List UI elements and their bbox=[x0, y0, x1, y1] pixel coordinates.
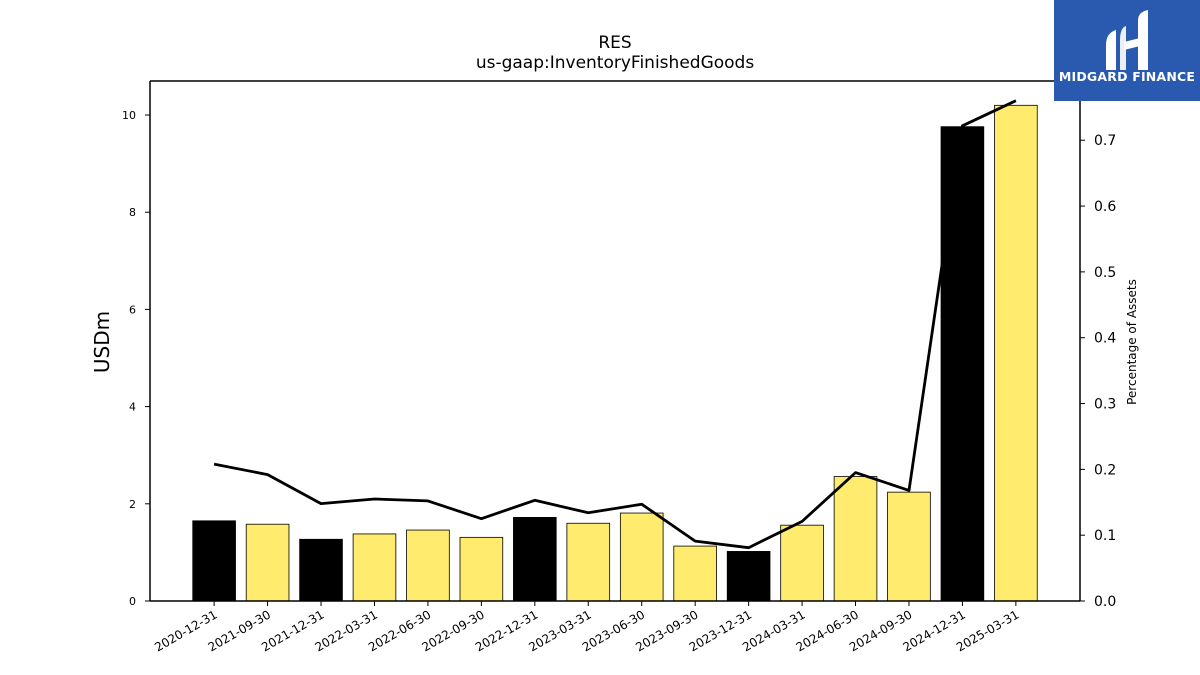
y2-tick-label: 0.1 bbox=[1094, 528, 1116, 544]
y2-tick-label: 0.0 bbox=[1094, 594, 1116, 610]
line-series bbox=[213, 99, 1017, 550]
chart-subtitle: us-gaap:InventoryFinishedGoods bbox=[475, 53, 755, 73]
bar-2024-03-31 bbox=[780, 524, 824, 602]
bar-2024-06-30 bbox=[833, 476, 878, 602]
y2-tick-label: 0.5 bbox=[1094, 265, 1116, 281]
logo-text: MIDGARD FINANCE bbox=[1058, 69, 1196, 84]
y2-tick-label: 0.4 bbox=[1094, 331, 1116, 347]
chart-title: RES bbox=[598, 33, 632, 53]
logo-mark-icon bbox=[1106, 10, 1148, 70]
brand-logo: MIDGARD FINANCE bbox=[1054, 0, 1200, 101]
y-tick-label: 10 bbox=[122, 109, 136, 122]
y-tick-label: 6 bbox=[129, 303, 136, 316]
y2-tick-label: 0.2 bbox=[1094, 462, 1116, 478]
bar-2022-03-31 bbox=[352, 533, 397, 602]
bar-2021-09-30 bbox=[245, 523, 290, 602]
y-tick-label: 8 bbox=[129, 206, 136, 219]
bar-2024-09-30 bbox=[887, 491, 931, 602]
y-tick-label: 0 bbox=[129, 595, 136, 608]
bar-2023-12-31 bbox=[726, 551, 771, 602]
bar-2025-03-31 bbox=[994, 104, 1038, 602]
bar-2024-12-31 bbox=[940, 126, 985, 602]
bar-2023-06-30 bbox=[619, 512, 664, 602]
y-tick-label: 2 bbox=[129, 498, 136, 511]
y2-tick-label: 0.3 bbox=[1094, 397, 1116, 413]
bar-2023-03-31 bbox=[566, 522, 611, 602]
y2-tick-label: 0.7 bbox=[1094, 133, 1116, 149]
bar-2020-12-31 bbox=[192, 520, 236, 602]
bar-2022-12-31 bbox=[513, 517, 557, 602]
bar-2021-12-31 bbox=[299, 538, 343, 602]
y2-tick-label: 0.6 bbox=[1094, 199, 1116, 215]
bar-2023-09-30 bbox=[673, 545, 717, 602]
bar-2022-06-30 bbox=[406, 529, 450, 602]
bar-2022-09-30 bbox=[459, 536, 504, 602]
y-tick-label: 4 bbox=[129, 401, 136, 414]
